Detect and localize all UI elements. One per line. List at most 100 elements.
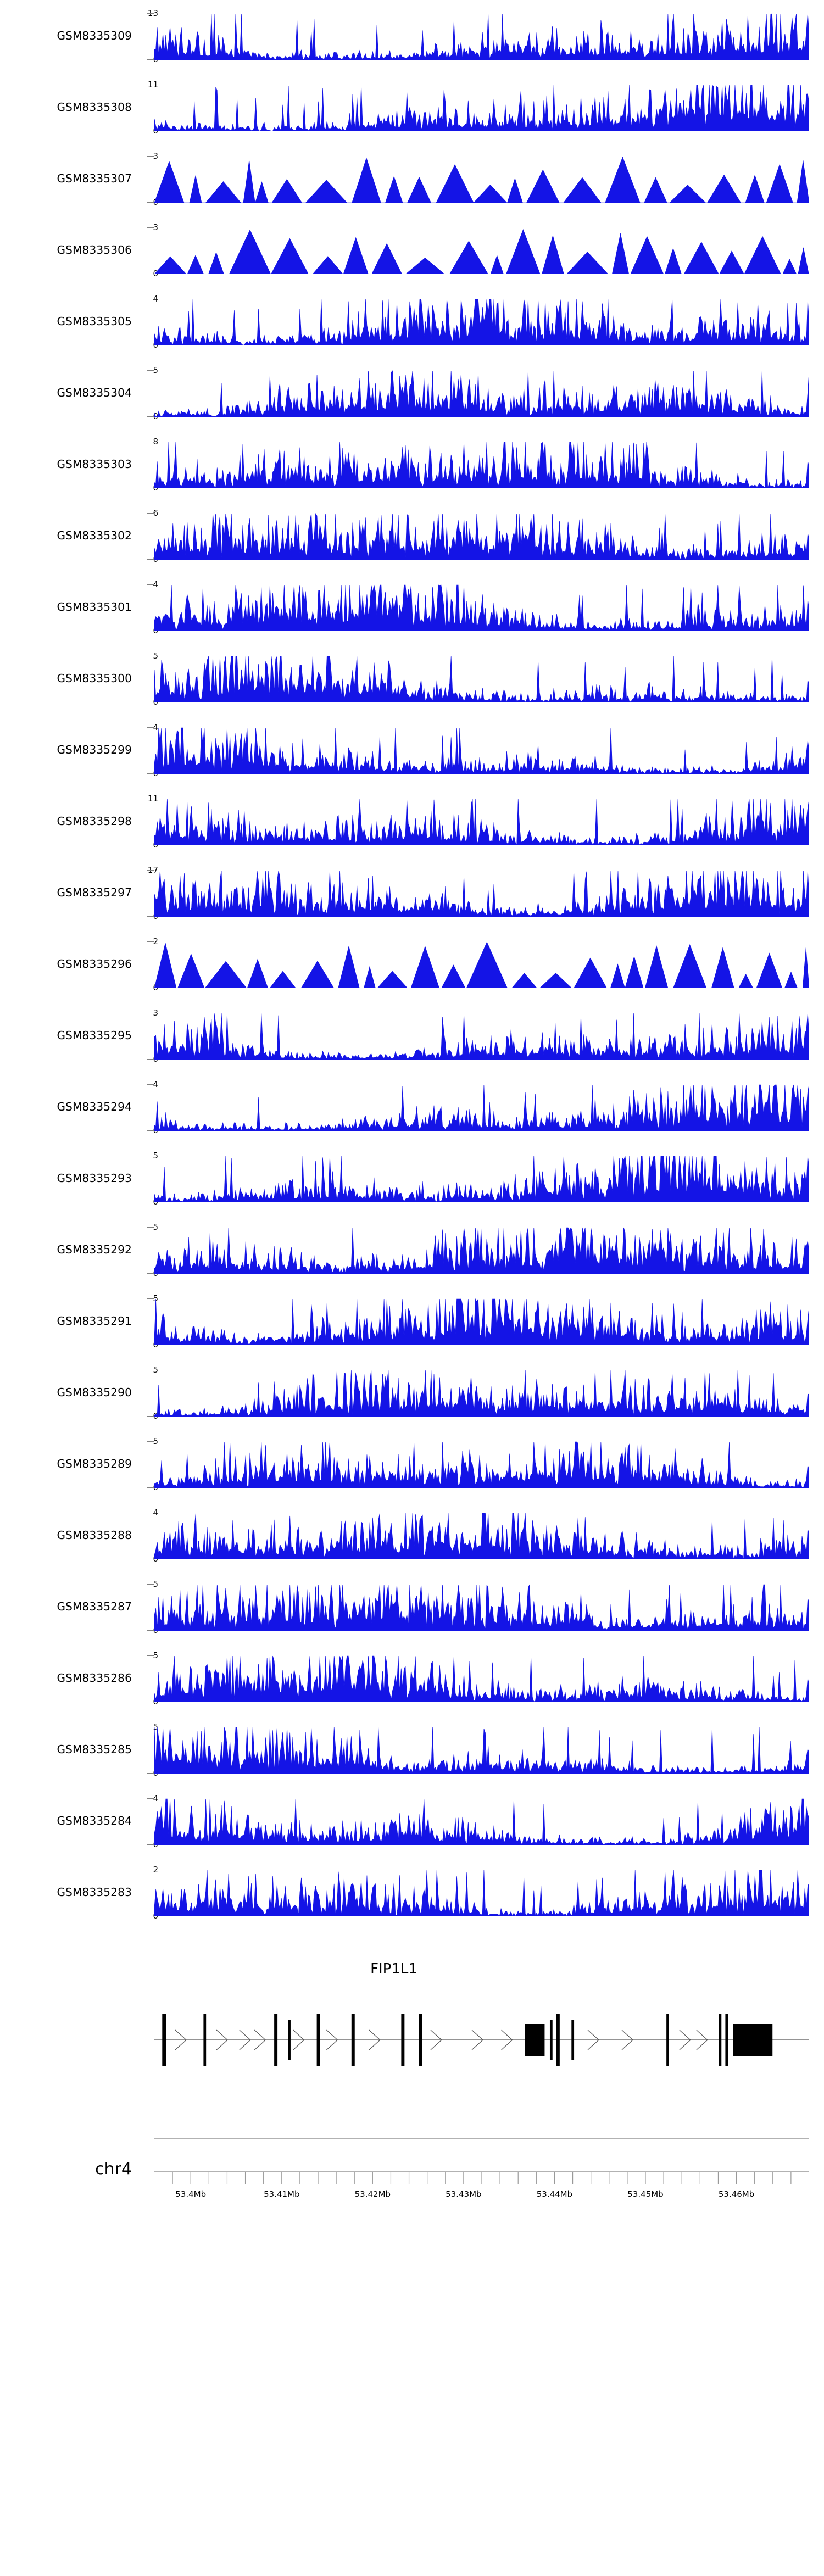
track-sample-label: GSM8335294 xyxy=(57,1100,132,1113)
coverage-track[interactable]: GSM833530050 xyxy=(0,643,824,714)
coverage-profile[interactable] xyxy=(154,156,809,203)
axis-tick-label: 53.46Mb xyxy=(718,2189,755,2199)
coverage-track[interactable]: GSM833530730 xyxy=(0,143,824,214)
coverage-track[interactable]: GSM833530260 xyxy=(0,500,824,571)
coverage-profile[interactable] xyxy=(154,442,809,488)
coverage-track[interactable]: GSM8335308110 xyxy=(0,71,824,143)
coverage-profile[interactable] xyxy=(154,1798,809,1845)
track-sample-label: GSM8335291 xyxy=(57,1314,132,1328)
coverage-profile[interactable] xyxy=(154,227,809,274)
y-axis-max-label: 4 xyxy=(153,579,158,589)
coverage-track[interactable]: GSM833530630 xyxy=(0,214,824,286)
coverage-track[interactable]: GSM833529440 xyxy=(0,1071,824,1142)
coverage-profile[interactable] xyxy=(154,1298,809,1345)
coverage-profile[interactable] xyxy=(154,1370,809,1417)
coverage-profile[interactable] xyxy=(154,85,809,131)
y-axis-max-label: 2 xyxy=(153,936,158,946)
coverage-profile[interactable] xyxy=(154,1584,809,1631)
coverage-track[interactable]: GSM8335309130 xyxy=(0,0,824,71)
coverage-track[interactable]: GSM8335298110 xyxy=(0,785,824,857)
coverage-track[interactable]: GSM833529940 xyxy=(0,714,824,785)
y-axis-tick-bottom xyxy=(147,1059,154,1060)
y-axis-tick-top xyxy=(147,941,154,942)
y-axis-tick-top xyxy=(147,1798,154,1799)
coverage-track[interactable]: GSM833529150 xyxy=(0,1285,824,1357)
coverage-profile[interactable] xyxy=(154,370,809,417)
y-axis-tick-bottom xyxy=(147,1630,154,1631)
y-axis-tick-bottom xyxy=(147,1773,154,1774)
coverage-track[interactable]: GSM833529250 xyxy=(0,1214,824,1285)
y-axis-tick-bottom xyxy=(147,1844,154,1845)
coverage-profile[interactable] xyxy=(154,299,809,345)
y-axis-max-label: 3 xyxy=(153,151,158,161)
coverage-profile[interactable] xyxy=(154,1870,809,1916)
coverage-profile[interactable] xyxy=(154,1727,809,1774)
coverage-track[interactable]: GSM833528650 xyxy=(0,1642,824,1714)
y-axis-tick-top xyxy=(147,13,154,14)
y-axis-tick-top xyxy=(147,1298,154,1299)
y-axis-max-label: 8 xyxy=(153,437,158,447)
coverage-track[interactable]: GSM833528440 xyxy=(0,1785,824,1856)
y-axis-max-label: 5 xyxy=(153,1579,158,1589)
track-sample-label: GSM8335303 xyxy=(57,458,132,471)
coverage-track[interactable]: GSM833528320 xyxy=(0,1856,824,1928)
coverage-profile[interactable] xyxy=(154,13,809,60)
coverage-track[interactable]: GSM8335297170 xyxy=(0,857,824,928)
coverage-profile[interactable] xyxy=(154,1513,809,1559)
coverage-profile[interactable] xyxy=(154,656,809,702)
coverage-track[interactable]: GSM833528840 xyxy=(0,1499,824,1571)
coverage-track[interactable]: GSM833530540 xyxy=(0,286,824,357)
coverage-track[interactable]: GSM833529620 xyxy=(0,928,824,1000)
gene-model-diagram[interactable] xyxy=(154,1985,809,2095)
y-axis-max-label: 6 xyxy=(153,508,158,518)
y-axis-max-label: 3 xyxy=(153,222,158,232)
y-axis-tick-top xyxy=(147,370,154,371)
track-sample-label: GSM8335309 xyxy=(57,29,132,42)
track-sample-label: GSM8335298 xyxy=(57,815,132,828)
y-axis-tick-top xyxy=(147,513,154,514)
y-axis-tick-top xyxy=(147,870,154,871)
track-sample-label: GSM8335307 xyxy=(57,172,132,185)
coverage-track[interactable]: GSM833528550 xyxy=(0,1714,824,1785)
coverage-track[interactable]: GSM833529530 xyxy=(0,1000,824,1071)
gene-model-track[interactable]: FIP1L1 xyxy=(0,1961,824,2104)
y-axis-max-label: 4 xyxy=(153,1079,158,1089)
coverage-track[interactable]: GSM833529050 xyxy=(0,1357,824,1428)
coverage-profile[interactable] xyxy=(154,584,809,631)
coverage-profile[interactable] xyxy=(154,1655,809,1702)
y-axis-max-label: 5 xyxy=(153,1222,158,1232)
y-axis-max-label: 4 xyxy=(153,722,158,732)
y-axis-max-label: 5 xyxy=(153,651,158,661)
y-axis-tick-bottom xyxy=(147,202,154,203)
y-axis-max-label: 5 xyxy=(153,1365,158,1375)
coverage-track[interactable]: GSM833530380 xyxy=(0,428,824,500)
coverage-profile[interactable] xyxy=(154,1156,809,1202)
coverage-profile[interactable] xyxy=(154,799,809,845)
track-sample-label: GSM8335297 xyxy=(57,886,132,899)
coverage-profile[interactable] xyxy=(154,513,809,560)
coverage-profile[interactable] xyxy=(154,1084,809,1131)
coverage-profile[interactable] xyxy=(154,1441,809,1488)
coverage-profile[interactable] xyxy=(154,727,809,774)
axis-tick-label: 53.43Mb xyxy=(446,2189,482,2199)
coverage-profile[interactable] xyxy=(154,941,809,988)
coverage-profile[interactable] xyxy=(154,1013,809,1060)
y-axis-max-label: 5 xyxy=(153,1151,158,1161)
y-axis-tick-top xyxy=(147,1655,154,1656)
coverage-track[interactable]: GSM833530140 xyxy=(0,571,824,643)
y-axis-tick-bottom xyxy=(147,416,154,417)
track-sample-label: GSM8335306 xyxy=(57,243,132,257)
coverage-track[interactable]: GSM833528750 xyxy=(0,1571,824,1642)
chromosome-ruler[interactable]: 53.4Mb 53.41Mb 53.42Mb 53.43Mb 53.44Mb 53.45M… xyxy=(154,2131,809,2224)
coverage-track[interactable]: GSM833530450 xyxy=(0,357,824,428)
coverage-profile[interactable] xyxy=(154,870,809,917)
coverage-track[interactable]: GSM833528950 xyxy=(0,1428,824,1499)
y-axis-tick-bottom xyxy=(147,916,154,917)
y-axis-max-label: 4 xyxy=(153,1793,158,1803)
track-sample-label: GSM8335285 xyxy=(57,1743,132,1756)
track-sample-label: GSM8335292 xyxy=(57,1243,132,1256)
coverage-profile[interactable] xyxy=(154,1227,809,1274)
y-axis-tick-bottom xyxy=(147,773,154,774)
coverage-track[interactable]: GSM833529350 xyxy=(0,1142,824,1214)
